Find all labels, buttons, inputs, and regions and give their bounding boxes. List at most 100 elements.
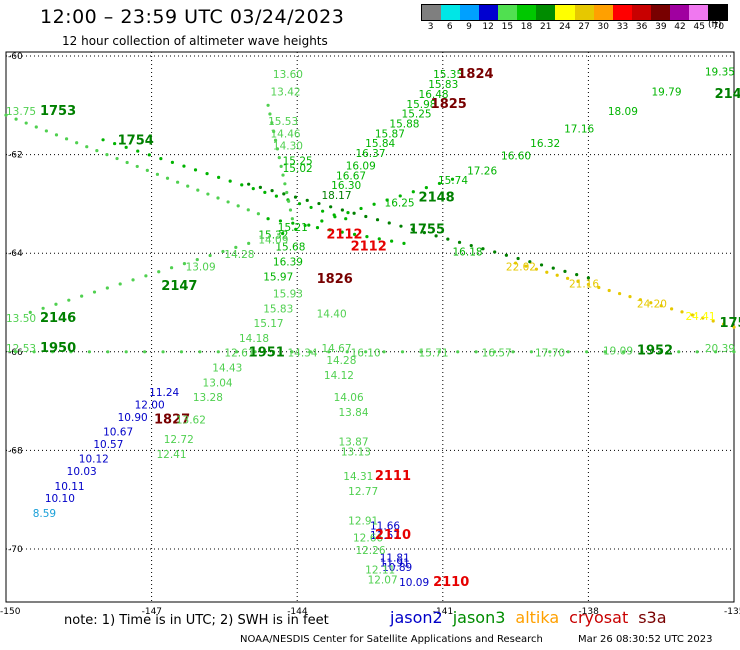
- track-point: [136, 149, 140, 153]
- track-point: [327, 350, 331, 354]
- legend-label: 6: [446, 22, 453, 32]
- track-point: [711, 319, 715, 323]
- track-point: [618, 291, 622, 296]
- track-point: [277, 156, 281, 160]
- track-point: [511, 350, 515, 354]
- pass-time-label: 1950: [40, 341, 76, 356]
- track-point: [34, 125, 38, 129]
- track-point: [270, 189, 274, 193]
- track-point: [283, 182, 287, 186]
- satellite-legend-item: jason2: [390, 608, 443, 627]
- wave-height-label: 24.41: [685, 311, 715, 323]
- track-point: [701, 316, 705, 320]
- track-point: [346, 211, 350, 215]
- track-point: [125, 160, 129, 165]
- wave-height-label: 12.11: [365, 565, 395, 577]
- track-point: [563, 269, 567, 273]
- track-point: [14, 117, 18, 121]
- track-point: [607, 288, 611, 293]
- wave-height-label: 8.59: [33, 508, 56, 520]
- track-point: [450, 177, 455, 181]
- wave-height-label: 12.91: [348, 515, 378, 527]
- y-tick-label: -68: [8, 446, 23, 456]
- pass-time-label: 2112: [351, 240, 387, 255]
- track-point: [240, 183, 244, 187]
- track-point: [54, 302, 58, 306]
- wave-height-label: 17.16: [564, 123, 594, 135]
- track-point: [649, 301, 653, 305]
- wave-height-label: 13.62: [176, 414, 206, 426]
- track-point: [305, 198, 309, 202]
- track-point: [198, 350, 202, 354]
- wave-height-label: 13.50: [6, 313, 36, 325]
- wave-height-label: 15.25: [283, 155, 313, 167]
- track-point: [282, 192, 286, 196]
- legend-label: 21: [539, 22, 552, 32]
- track-point: [364, 350, 368, 354]
- wave-height-label: 19.09: [603, 345, 633, 357]
- track-point: [364, 214, 368, 219]
- x-tick-label: -144: [287, 607, 308, 617]
- track-point: [157, 270, 161, 274]
- wave-height-label: 15.87: [375, 128, 405, 140]
- track-point: [456, 350, 460, 354]
- wave-height-label: 15.98: [406, 99, 436, 111]
- track-point: [75, 141, 79, 145]
- legend-swatch: [460, 5, 480, 20]
- wave-height-label: 15.32: [258, 229, 288, 241]
- track-point: [256, 212, 260, 216]
- wave-height-label: 14.34: [287, 348, 317, 360]
- legend-label: 12: [482, 22, 494, 32]
- legend-swatch: [707, 5, 727, 20]
- pass-time-label: 2148: [419, 190, 455, 205]
- track-point: [539, 263, 544, 267]
- legend-label: 36: [635, 22, 648, 32]
- wave-height-label: 12.53: [6, 343, 36, 355]
- wave-height-label: 19.79: [651, 86, 681, 98]
- wave-height-label: 13.60: [273, 69, 303, 81]
- track-point: [266, 217, 270, 221]
- track-point: [287, 199, 291, 203]
- track-point: [566, 276, 570, 280]
- track-point: [80, 294, 84, 298]
- wave-height-label: 15.83: [428, 79, 458, 91]
- legend-label: 9: [466, 22, 472, 32]
- track-point: [344, 217, 348, 221]
- track-point: [309, 205, 313, 210]
- legend-swatch: [593, 5, 613, 20]
- pass-time-label: 1952: [637, 343, 673, 358]
- track-point: [474, 350, 478, 354]
- track-point: [124, 350, 128, 354]
- track-point: [638, 298, 643, 302]
- track-point: [621, 350, 626, 354]
- y-tick-label: -64: [8, 249, 23, 259]
- track-point: [320, 219, 324, 223]
- wave-height-label: 12.41: [156, 449, 186, 461]
- legend-swatch: [574, 5, 594, 20]
- track-point: [658, 350, 662, 354]
- track-point: [387, 221, 391, 225]
- track-point: [424, 185, 428, 190]
- track-point: [221, 249, 225, 254]
- wave-height-label: 15.35: [433, 69, 463, 81]
- track-point: [321, 209, 325, 213]
- wave-height-label: 12.61: [224, 348, 254, 360]
- footer-timestamp: Mar 26 08:30:52 UTC 2023: [578, 634, 713, 645]
- track-point: [713, 350, 718, 354]
- wave-height-label: 16.30: [331, 180, 361, 192]
- track-point: [135, 164, 139, 169]
- legend-label: 33: [616, 22, 629, 32]
- wave-height-label: 16.57: [482, 348, 512, 360]
- legend-label: 3: [427, 22, 434, 32]
- pass-time-label: 1758: [719, 316, 740, 331]
- footer-credit: NOAA/NESDIS Center for Satellite Applica…: [240, 634, 543, 645]
- track-point: [251, 187, 255, 191]
- track-point: [690, 313, 695, 317]
- track-point: [628, 295, 632, 299]
- track-point: [206, 192, 210, 196]
- wave-height-label: 16.09: [346, 160, 376, 172]
- wave-height-label: 16.18: [453, 247, 483, 259]
- track-point: [514, 261, 518, 265]
- track-point: [603, 350, 607, 354]
